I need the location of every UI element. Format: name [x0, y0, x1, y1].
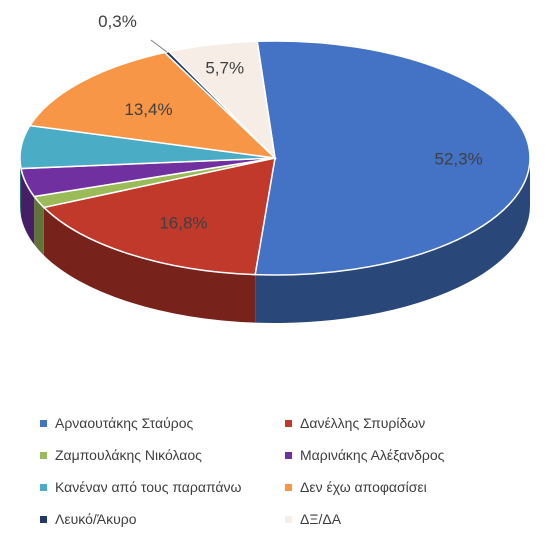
- legend-item: Αρναουτάκης Σταύρος: [40, 413, 285, 433]
- chart-legend: Αρναουτάκης Σταύρος Δανέλλης Σπυρίδων Ζαμπ…: [40, 413, 540, 529]
- pie-label-6: 0,3%: [98, 12, 137, 31]
- leader-line: [150, 39, 168, 53]
- legend-item: Μαρινάκης Αλέξανδρος: [285, 445, 525, 465]
- legend-swatch: [285, 515, 292, 523]
- legend-item: ΔΞ/ΔΑ: [285, 509, 525, 529]
- legend-item: Ζαμπουλάκης Νικόλαος: [40, 445, 285, 465]
- pie-side-1: [43, 207, 256, 323]
- pie-slice-0: [254, 40, 531, 276]
- legend-item: Κανέναν από τους παραπάνω: [40, 477, 285, 497]
- pie-side-2: [34, 196, 44, 256]
- pie-chart: 52,3%16,8%1%%9%13,4%0,3%5,7%: [19, 12, 531, 323]
- legend-item: Λευκό/Άκυρο: [40, 509, 285, 529]
- legend-label: Λευκό/Άκυρο: [55, 511, 137, 527]
- legend-swatch: [40, 419, 47, 427]
- pie-label-7: 5,7%: [205, 58, 244, 77]
- legend-swatch: [285, 451, 292, 459]
- legend-swatch: [285, 419, 292, 427]
- pie-label-5: 13,4%: [124, 100, 172, 119]
- pie-side-4: [20, 158, 22, 217]
- pie-side-0: [255, 158, 531, 323]
- legend-item: Δεν έχω αποφασίσει: [285, 477, 525, 497]
- legend-label: Δεν έχω αποφασίσει: [300, 479, 427, 495]
- legend-label: Δανέλλης Σπυρίδων: [300, 415, 426, 431]
- pie-slice-1: [42, 157, 276, 276]
- legend-swatch: [40, 483, 47, 491]
- pie-sides: [20, 158, 531, 323]
- legend-label: ΔΞ/ΔΑ: [300, 511, 342, 527]
- pie-label-0: 52,3%: [434, 149, 482, 168]
- legend-swatch: [40, 515, 47, 523]
- pie-labels: 52,3%16,8%1%%9%13,4%0,3%5,7%: [98, 12, 483, 233]
- legend-swatch: [285, 483, 292, 491]
- legend-label: Κανέναν από τους παραπάνω: [55, 479, 242, 495]
- legend-label: Αρναουτάκης Σταύρος: [55, 415, 194, 431]
- legend-label: Ζαμπουλάκης Νικόλαος: [55, 447, 202, 463]
- pie-slice-7: [167, 40, 277, 161]
- pie-label-1: 16,8%: [159, 214, 207, 233]
- legend-label: Μαρινάκης Αλέξανδρος: [300, 447, 445, 463]
- pie-top: [19, 40, 531, 276]
- legend-item: Δανέλλης Σπυρίδων: [285, 413, 525, 433]
- pie-slice-5: [28, 51, 278, 160]
- legend-swatch: [40, 451, 47, 459]
- pie-side-3: [21, 168, 35, 245]
